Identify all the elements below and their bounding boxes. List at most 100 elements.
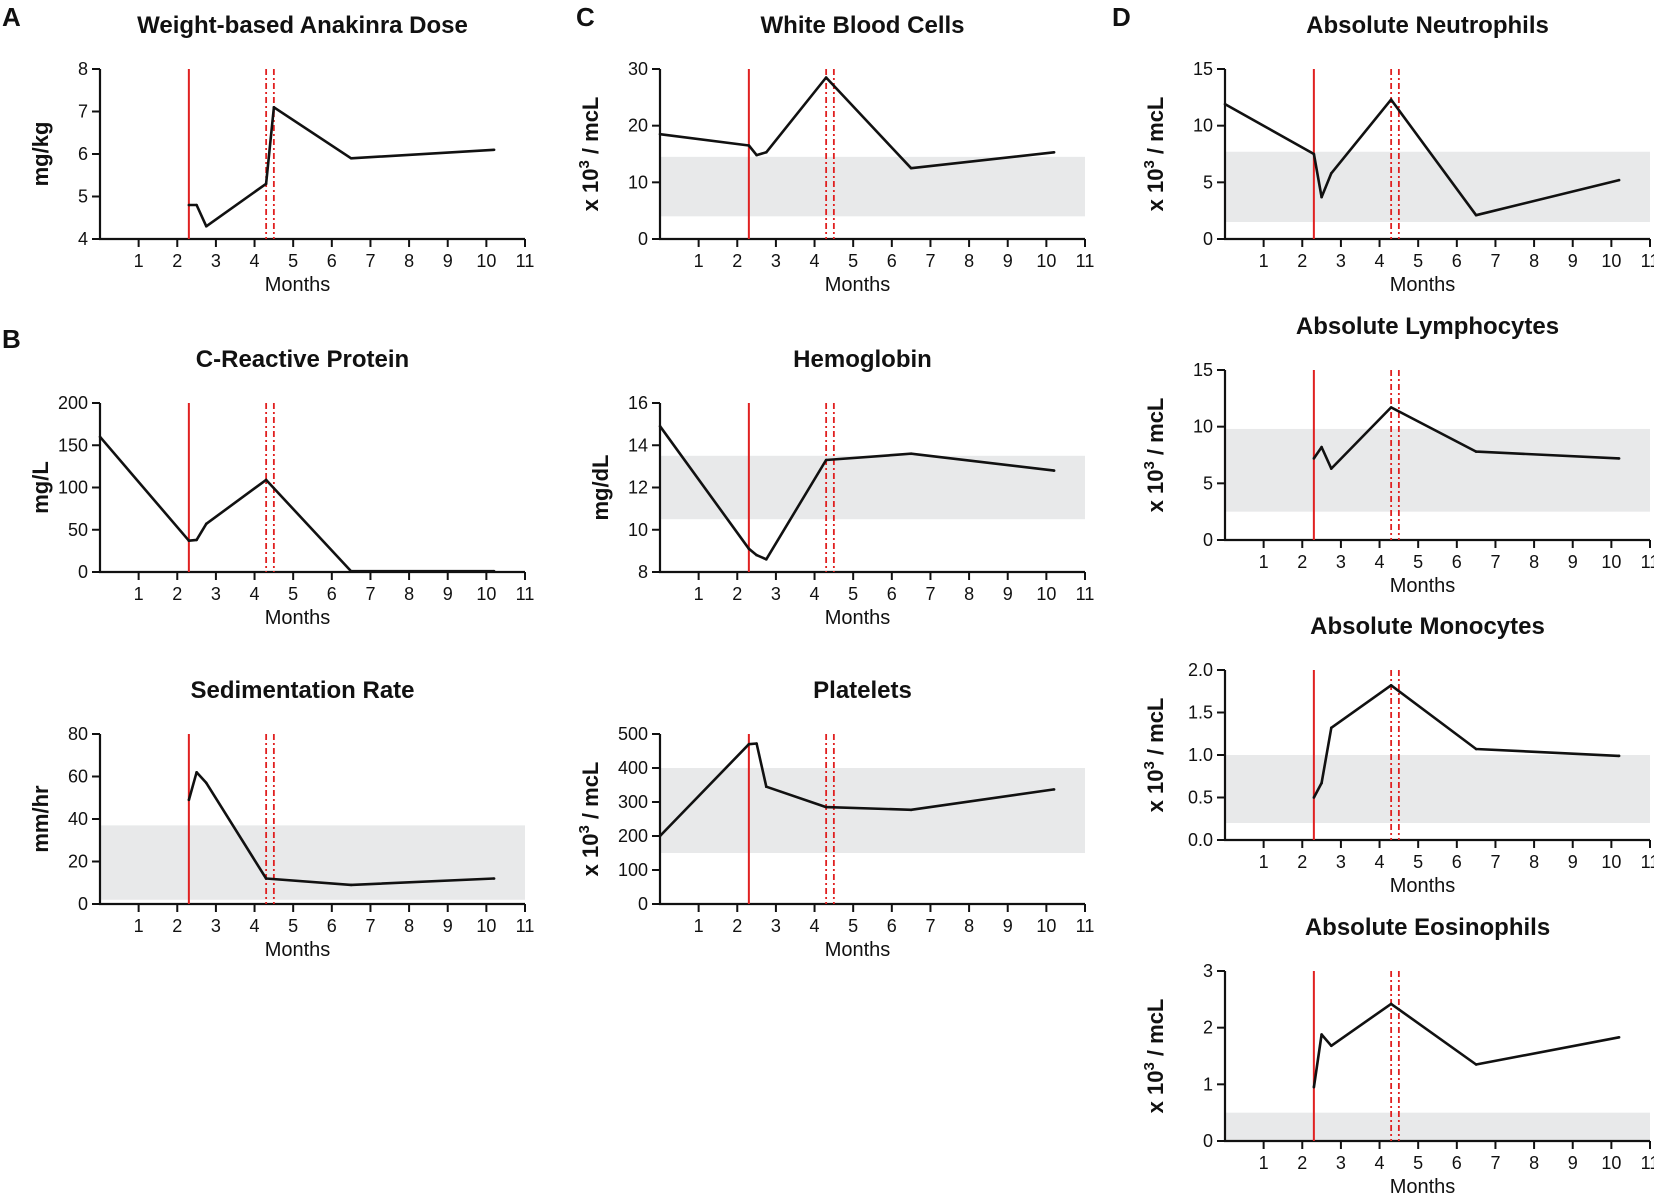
x-tick-label: 1 [1259,852,1269,872]
panel-label-b: B [2,324,21,354]
y-tick-label: 0.0 [1188,830,1213,850]
x-tick-label: 7 [365,584,375,604]
data-point [658,424,662,428]
x-tick-label: 9 [1568,552,1578,572]
chart-title: Absolute Monocytes [1310,613,1545,640]
x-tick-label: 7 [365,251,375,271]
x-tick-label: 10 [1601,1153,1621,1173]
x-tick-label: 3 [211,916,221,936]
y-tick-label: 10 [1193,417,1213,437]
x-tick-label: 10 [1036,916,1056,936]
x-axis-label: Months [825,939,891,961]
y-tick-label: 60 [68,767,88,787]
y-tick-label: 50 [68,520,88,540]
y-tick-label: 6 [78,144,88,164]
x-tick-label: 6 [327,584,337,604]
normal-range-band [1225,1112,1650,1141]
data-point [909,452,913,456]
x-tick-label: 11 [516,916,535,936]
data-point [264,182,268,186]
x-tick-label: 4 [810,251,820,271]
data-point [764,151,768,154]
x-axis-label: Months [1390,875,1456,897]
y-tick-label: 2.0 [1188,660,1213,680]
series-line [187,770,495,887]
x-tick-label: 11 [1076,251,1095,271]
x-tick-label: 8 [1529,852,1539,872]
x-tick-label: 5 [848,251,858,271]
x-tick-label: 9 [1568,1153,1578,1173]
x-tick-label: 2 [732,916,742,936]
y-axis-label: mg/L [28,461,53,514]
chart-title: White Blood Cells [761,12,965,39]
x-tick-label: 1 [694,584,704,604]
data-point [204,224,208,228]
x-tick-label: 10 [1036,584,1056,604]
data-point [272,105,276,109]
y-tick-label: 1.0 [1188,745,1213,765]
x-tick-label: 11 [1641,1153,1654,1173]
y-tick-label: 20 [68,852,88,872]
x-tick-label: 2 [1297,251,1307,271]
x-tick-label: 1 [134,251,144,271]
chart-esr: 0 20 40 60 80 1 2 3 4 5 6 7 8 9 10 11 Sedimentation Rate… [28,677,534,961]
chart-neut: 0 5 10 15 1 2 3 4 5 6 7 8 9 10 11 Absolute Neutrophils M… [1141,12,1654,296]
x-tick-label: 5 [1413,552,1423,572]
x-tick-label: 10 [1601,251,1621,271]
y-axis-label: x 103 / mcL [1141,398,1168,513]
data-point [204,522,208,526]
data-point [187,798,191,802]
data-point [1474,213,1478,217]
data-point [204,781,208,785]
data-point [1312,1085,1316,1089]
data-point [1320,1033,1323,1036]
x-tick-label: 6 [887,251,897,271]
x-tick-label: 7 [1490,852,1500,872]
x-axis-label: Months [825,274,891,296]
y-tick-label: 80 [68,724,88,744]
data-point [1223,102,1227,106]
x-tick-label: 8 [964,584,974,604]
x-tick-label: 1 [694,916,704,936]
data-point [1389,406,1393,409]
data-point [1052,151,1056,154]
data-point [1320,195,1323,199]
x-tick-label: 7 [1490,552,1500,572]
x-tick-label: 10 [476,251,496,271]
x-tick-label: 1 [1259,552,1269,572]
y-tick-label: 0 [1203,229,1213,249]
y-tick-label: 0 [1203,1131,1213,1151]
y-axis-label: x 103 / mcL [576,762,603,877]
data-point [187,539,191,543]
x-tick-label: 4 [810,584,820,604]
y-tick-label: 500 [618,724,648,744]
chart-title: Absolute Neutrophils [1306,12,1549,39]
x-tick-label: 2 [732,251,742,271]
data-point [1320,781,1323,785]
x-tick-label: 2 [1297,552,1307,572]
y-tick-label: 7 [78,102,88,122]
x-tick-label: 8 [404,584,414,604]
chart-wbc: 0 10 20 30 1 2 3 4 5 6 7 8 9 10 11 White Blood Cells Mon… [576,12,1094,296]
x-tick-label: 3 [771,584,781,604]
y-tick-label: 1.5 [1188,703,1213,723]
y-tick-label: 4 [78,229,88,249]
y-tick-label: 10 [1193,116,1213,136]
y-tick-label: 100 [618,860,648,880]
y-tick-label: 300 [618,792,648,812]
x-tick-label: 7 [925,251,935,271]
x-tick-label: 4 [250,251,260,271]
x-axis-label: Months [265,607,331,629]
x-tick-label: 1 [134,916,144,936]
y-tick-label: 400 [618,758,648,778]
y-axis-label: x 103 / mcL [1141,698,1168,813]
x-tick-label: 3 [771,251,781,271]
y-tick-label: 14 [628,435,648,455]
x-tick-label: 11 [1076,916,1095,936]
x-tick-label: 7 [365,916,375,936]
x-tick-label: 2 [732,584,742,604]
x-tick-label: 6 [1452,852,1462,872]
normal-range-band [1225,755,1650,823]
data-point [492,148,496,152]
